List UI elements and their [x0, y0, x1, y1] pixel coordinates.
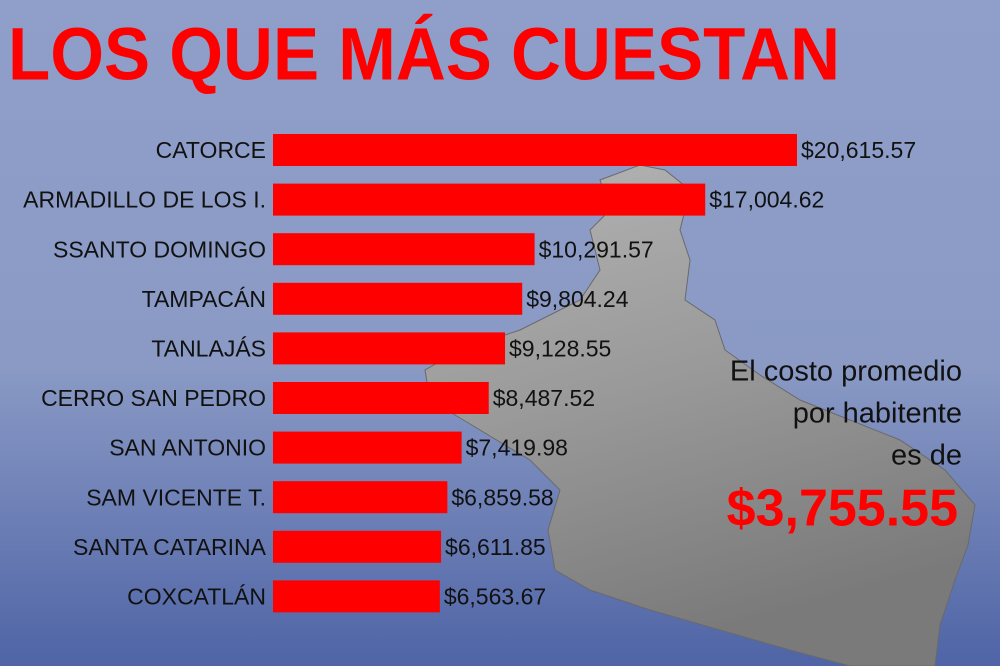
bar	[273, 134, 797, 166]
category-label: SAN ANTONIO	[109, 435, 266, 461]
value-label: $7,419.98	[466, 435, 568, 461]
value-label: $20,615.57	[801, 137, 916, 163]
bar	[273, 332, 506, 365]
category-label: SANTA CATARINA	[73, 534, 267, 560]
bar	[273, 233, 535, 266]
category-label: SAM VICENTE T.	[86, 484, 266, 510]
category-label: CATORCE	[156, 137, 266, 163]
category-label: TANLAJÁS	[151, 335, 266, 361]
annotation: El costo promedio	[730, 356, 962, 388]
annotation: es de	[891, 440, 962, 472]
bar	[273, 481, 448, 514]
value-label: $6,563.67	[444, 583, 546, 609]
value-label: $9,804.24	[526, 286, 629, 312]
chart-title: LOS QUE MÁS CUESTAN	[8, 13, 840, 96]
bar	[273, 431, 462, 464]
category-label: COXCATLÁN	[127, 583, 266, 609]
bar	[273, 580, 440, 613]
value-label: $6,611.85	[445, 534, 546, 560]
value-label: $8,487.52	[493, 385, 595, 411]
bar	[273, 382, 489, 414]
category-label: ARMADILLO DE LOS I.	[23, 187, 266, 213]
value-label: $10,291.57	[539, 236, 654, 262]
value-label: $9,128.55	[509, 335, 611, 361]
category-label: SSANTO DOMINGO	[53, 236, 266, 262]
category-label: CERRO SAN PEDRO	[41, 385, 266, 411]
bar	[273, 282, 523, 315]
value-label: $6,859.58	[451, 484, 553, 510]
highlight-value: $3,755.55	[727, 480, 958, 538]
value-label: $17,004.62	[709, 187, 824, 213]
bar	[273, 183, 706, 216]
annotation: por habitente	[793, 398, 962, 430]
bar	[273, 530, 442, 563]
category-label: TAMPACÁN	[142, 286, 266, 312]
